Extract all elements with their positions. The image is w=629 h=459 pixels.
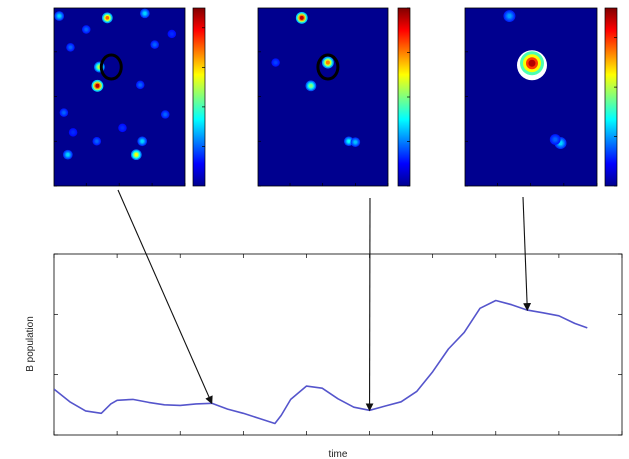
heatmap-blob [134,152,139,157]
heatmap-blobs [503,10,567,150]
heatmap-blob [274,61,278,64]
marker-circle [316,53,340,81]
heatmap-blob [140,139,144,143]
heatmap-panels [53,7,618,187]
heatmap-blobs [271,11,361,147]
heatmap-blob [138,83,142,87]
annotation-arrows [117,189,532,412]
heatmap-blob [553,137,558,142]
heatmap-panel-3 [464,7,618,187]
population-line [54,299,588,425]
heatmap-background [465,8,597,186]
heatmap-blob [143,11,147,15]
colorbar [192,7,206,187]
heatmap-background [258,8,388,186]
heatmap-panel-2 [257,7,411,187]
heatmap-blob [105,16,110,20]
annotation-arrow [522,196,532,312]
heatmap-blob [353,140,357,144]
heatmap-blob [347,139,351,143]
heatmap-blob [528,59,536,67]
heatmap-blob [57,14,61,18]
heatmap-blob [121,126,124,130]
heatmap-blob [95,83,100,88]
heatmap-blob [309,84,313,88]
population-line-chart [53,253,623,436]
annotation-arrow [117,189,213,405]
heatmap-blob [507,14,512,19]
heatmap-blobs [54,8,177,161]
heatmap-blob [163,113,167,116]
heatmap-panel-1 [53,7,206,187]
time-axis-label: time [329,449,348,459]
population-axis-label: B population [25,316,36,372]
heatmap-blob [62,111,66,115]
line-chart-frame [53,253,623,436]
heatmap-blob [66,153,70,157]
heatmap-blob [84,28,88,31]
heatmap-blob [69,45,72,49]
heatmap-blob [153,43,157,47]
colorbar [604,7,618,187]
heatmap-blob [95,139,99,143]
heatmap-blob [299,15,304,20]
heatmap-blob [71,130,75,134]
marker-circle [99,53,123,81]
heatmap-blob [325,60,330,65]
heatmap-background [54,8,185,186]
heatmap-blob [170,32,174,36]
